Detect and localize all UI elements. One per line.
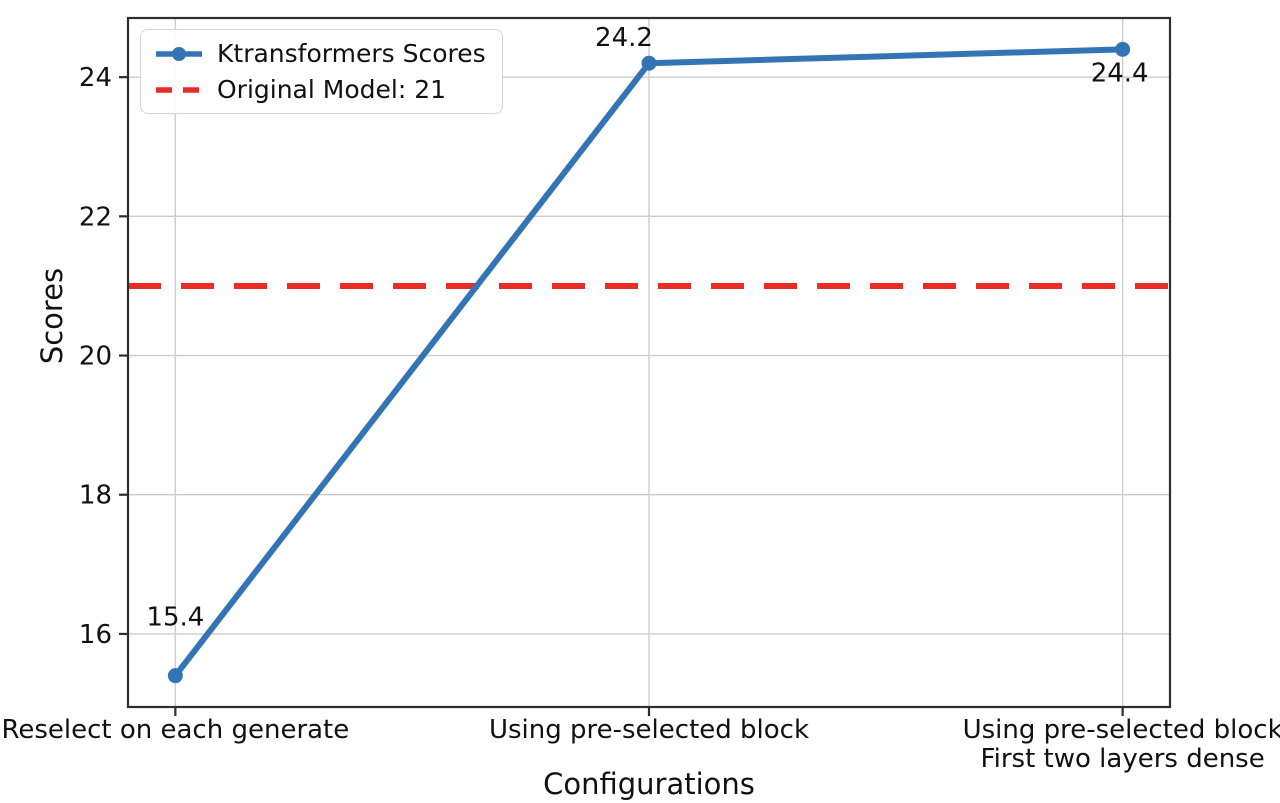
legend-item-label: Original Model: 21 [217, 75, 447, 104]
legend: Ktransformers Scores Original Model: 21 [140, 29, 503, 114]
legend-item-label: Ktransformers Scores [217, 39, 486, 68]
legend-item-series: Ktransformers Scores [154, 39, 486, 68]
x-tick-label: Using pre-selected block [489, 715, 809, 745]
data-point [167, 668, 183, 684]
data-point [641, 55, 657, 71]
x-axis-title: Configurations [543, 767, 755, 801]
y-axis-title: Scores [35, 267, 69, 365]
data-point [1115, 41, 1131, 57]
point-label: 15.4 [146, 603, 204, 633]
legend-item-reference: Original Model: 21 [154, 75, 486, 104]
x-tick-label: Using pre-selected block First two layers… [963, 715, 1280, 774]
y-tick-label: 18 [79, 481, 112, 511]
y-tick-label: 22 [79, 202, 112, 232]
point-label: 24.2 [595, 23, 653, 53]
x-tick-label: Reselect on each generate [1, 715, 349, 745]
legend-sample-dash-icon [156, 86, 202, 93]
y-tick-label: 16 [79, 620, 112, 650]
legend-sample-line-icon [156, 46, 202, 61]
point-label: 24.4 [1091, 58, 1149, 88]
y-tick-label: 24 [79, 63, 112, 93]
y-tick-label: 20 [79, 342, 112, 372]
